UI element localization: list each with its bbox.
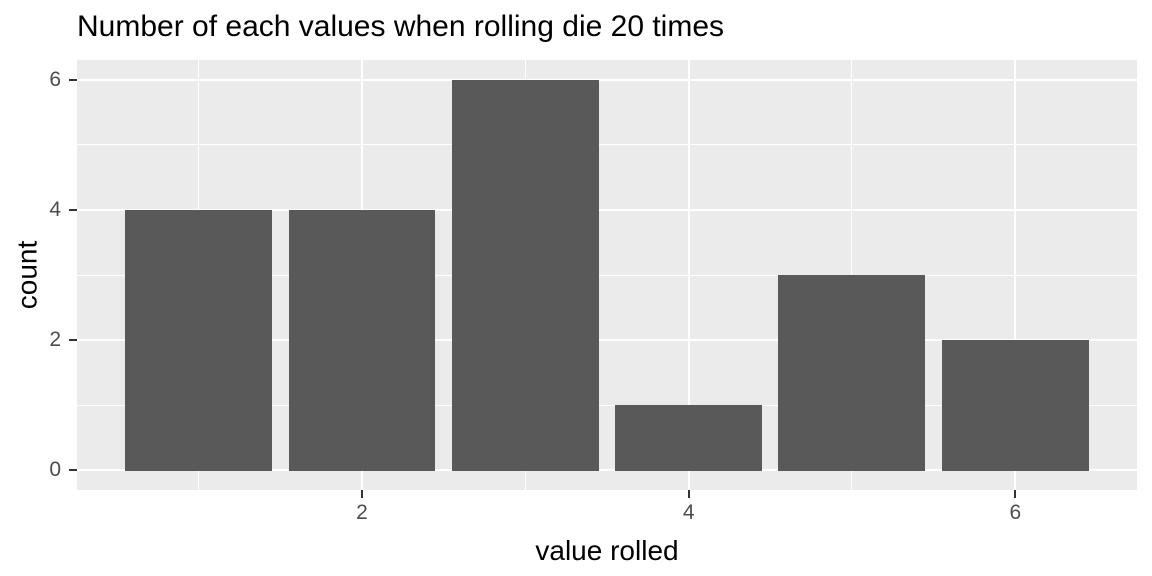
y-tick-mark [69, 469, 77, 472]
bar-value-2 [288, 209, 436, 472]
x-major-gridline [1014, 60, 1017, 490]
x-tick-mark [687, 490, 690, 498]
y-major-gridline [77, 469, 1137, 472]
x-tick-mark [1014, 490, 1017, 498]
x-tick-label: 2 [356, 501, 368, 524]
x-tick-label: 4 [682, 501, 695, 524]
plot-panel [77, 60, 1137, 490]
y-minor-gridline [77, 404, 1137, 406]
x-tick-mark [361, 490, 363, 498]
y-tick-label: 2 [49, 328, 61, 352]
chart-title: Number of each values when rolling die 2… [77, 10, 725, 43]
bar-value-4 [615, 405, 763, 472]
y-axis-title: count [11, 240, 43, 310]
y-tick-mark [69, 208, 77, 211]
x-axis-title: value rolled [535, 535, 679, 566]
y-tick-mark [69, 78, 77, 81]
bar-value-6 [941, 340, 1089, 472]
bar-value-1 [125, 209, 273, 472]
y-major-gridline [77, 339, 1137, 342]
y-major-gridline [77, 78, 1137, 81]
y-major-gridline [77, 208, 1137, 211]
x-major-gridline [687, 60, 690, 490]
y-minor-gridline [77, 274, 1137, 276]
bar-value-5 [778, 275, 926, 472]
y-tick-mark [69, 339, 77, 342]
y-tick-label: 4 [49, 197, 61, 221]
y-tick-label: 0 [49, 458, 61, 482]
bar-value-3 [451, 79, 599, 472]
y-minor-gridline [77, 144, 1137, 146]
y-tick-label: 6 [49, 67, 61, 91]
x-tick-label: 6 [1009, 501, 1022, 524]
